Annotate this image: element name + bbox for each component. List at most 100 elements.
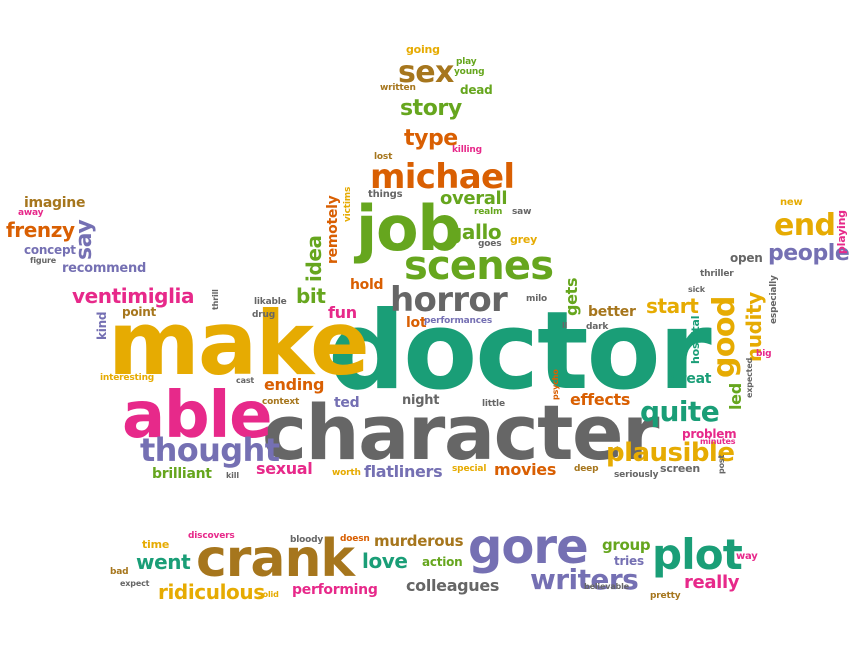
word-idea: idea [302, 235, 326, 282]
word-way: way [736, 551, 758, 562]
word-dark: dark [586, 322, 609, 332]
word-effects: effects [570, 390, 631, 409]
word-colleagues: colleagues [406, 576, 500, 595]
word-likable: likable [254, 297, 287, 307]
word-overall: overall [440, 188, 508, 209]
word-time: time [142, 538, 170, 551]
word-led: led [726, 383, 745, 410]
word-ted: ted [334, 395, 360, 411]
word-bit: bit [296, 284, 326, 308]
word-discovers: discovers [188, 531, 235, 541]
word-big: big [756, 349, 772, 359]
word-action: action [422, 555, 463, 569]
word-lost: lost [374, 152, 393, 162]
word-going: going [406, 43, 440, 56]
word-say: say [72, 219, 97, 260]
word-hospital: hospital [689, 315, 702, 364]
word-drug: drug [252, 310, 276, 320]
word-performances: performances [424, 316, 493, 326]
word-sexual: sexual [256, 459, 313, 478]
word-frenzy: frenzy [6, 218, 75, 242]
word-job: job [356, 192, 462, 265]
word-written: written [380, 83, 416, 93]
word-special: special [452, 464, 487, 474]
word-point: point [122, 305, 157, 319]
word-hold: hold [350, 277, 384, 293]
word-minutes: minutes [700, 437, 736, 446]
word-thriller: thriller [700, 269, 734, 279]
word-horror: horror [390, 280, 508, 320]
word-night: night [402, 393, 440, 408]
word-realm: realm [474, 207, 503, 217]
word-plot: plot [652, 530, 743, 579]
word-sex: sex [398, 55, 454, 90]
word-figure: figure [30, 256, 57, 265]
word-killing: killing [452, 145, 482, 155]
word-concept: concept [24, 243, 76, 257]
word-solid: solid [258, 590, 279, 599]
word-start: start [646, 294, 699, 318]
word-sick: sick [688, 285, 705, 294]
word-expect: expect [120, 579, 150, 588]
word-fun: fun [328, 303, 357, 322]
word-milo: milo [526, 294, 548, 304]
word-imagine: imagine [24, 195, 86, 211]
word-young: young [454, 67, 485, 77]
word-people: people [768, 241, 850, 266]
word-scenes: scenes [404, 243, 554, 289]
word-crank: crank [196, 529, 355, 589]
word-play: play [456, 57, 477, 67]
word-dead: dead [460, 83, 493, 97]
word-murderous: murderous [374, 532, 464, 550]
word-better: better [588, 304, 636, 320]
word-problem: problem [682, 427, 737, 441]
word-away: away [18, 208, 44, 218]
word-quite: quite [640, 395, 720, 428]
word-ridiculous: ridiculous [158, 580, 265, 604]
word-recommend: recommend [62, 261, 146, 276]
word-post: post [717, 454, 726, 474]
word-deep: deep [574, 464, 599, 474]
word-expected: expected [745, 357, 754, 398]
word-context: context [262, 397, 300, 407]
word-doesn: doesn [340, 534, 370, 544]
word-really: really [684, 572, 740, 593]
word-character: character [262, 388, 659, 477]
word-cast: cast [236, 376, 255, 385]
word-especially: especially [769, 275, 779, 324]
word-flatliners: flatliners [364, 462, 443, 481]
word-plausible: plausible [606, 438, 735, 468]
word-screen: screen [660, 462, 700, 475]
word-psycho: psycho [551, 369, 560, 400]
word-seriously: seriously [614, 470, 659, 480]
word-writers: writers [530, 563, 639, 596]
word-grey: grey [510, 233, 538, 246]
word-gore: gore [468, 519, 589, 575]
word-good: good [707, 296, 742, 378]
word-movies: movies [494, 460, 557, 479]
word-open: open [730, 251, 763, 265]
word-doctor: doctor [328, 289, 712, 414]
word-ending: ending [264, 375, 325, 394]
word-love: love [362, 549, 408, 573]
word-bloody: bloody [290, 535, 324, 545]
word-performing: performing [292, 582, 378, 598]
word-brilliant: brilliant [152, 466, 212, 482]
word-remotely: remotely [325, 195, 341, 264]
word-kill: kill [226, 471, 239, 480]
word-pretty: pretty [650, 591, 681, 601]
word-went: went [136, 550, 191, 574]
word-bad: bad [110, 567, 129, 577]
word-gets: gets [562, 277, 581, 316]
word-able: able [122, 379, 273, 453]
word-tries: tries [614, 554, 644, 568]
word-gallo: gallo [448, 220, 502, 244]
word-lot: lot [406, 315, 427, 331]
word-ll: ll [562, 321, 568, 330]
word-saw: saw [512, 207, 532, 217]
word-make: make [108, 292, 370, 395]
word-little: little [482, 399, 505, 409]
word-goes: goes [478, 239, 502, 249]
word-things: things [368, 189, 403, 200]
